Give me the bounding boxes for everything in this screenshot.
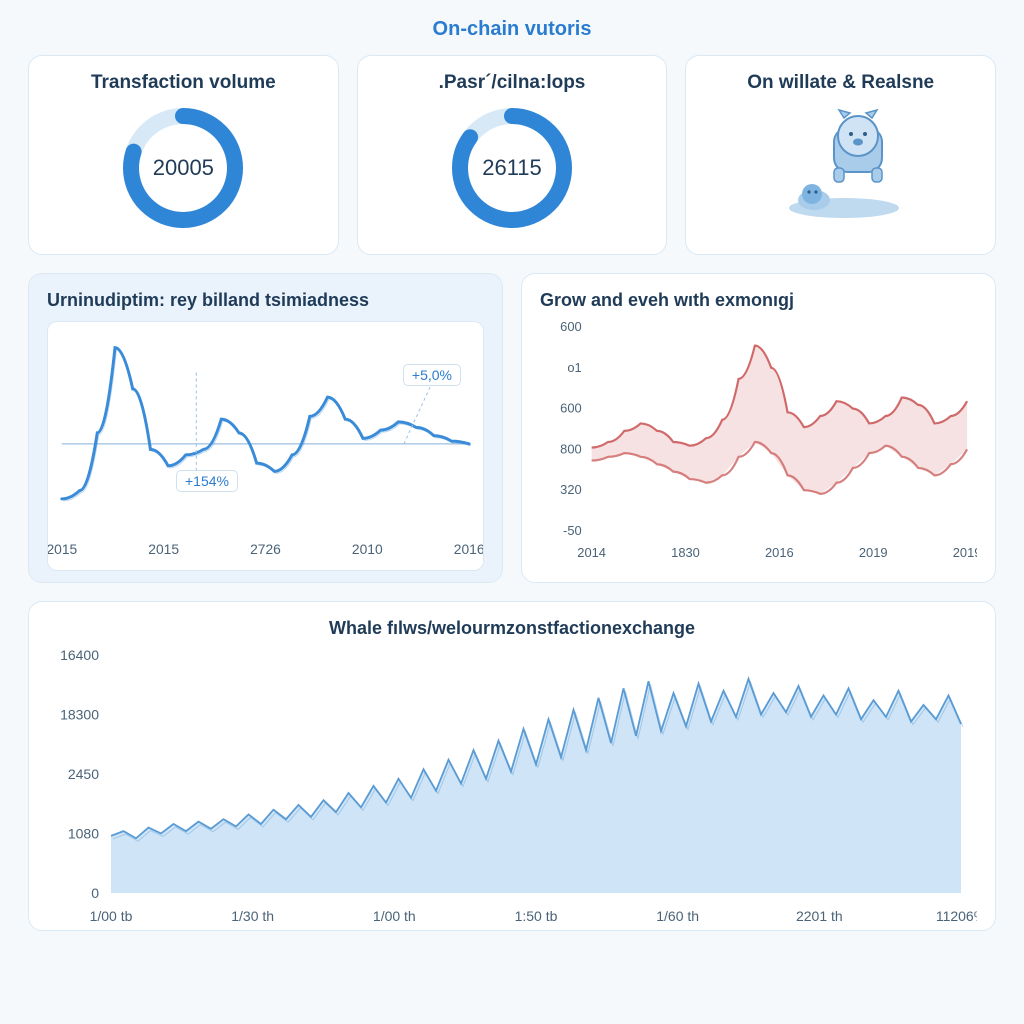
svg-text:600: 600 [560,401,582,416]
piggy-bank-icon [766,108,916,228]
kpi-row: Transfaction volume 20005 .Pasr´/cilna:l… [28,55,996,255]
kpi-card-2: .Pasr´/cilna:lops 26115 [357,55,668,255]
svg-text:2450: 2450 [68,766,99,782]
svg-text:-50: -50 [563,523,582,538]
svg-text:600: 600 [560,321,582,334]
callout-bottom: +154% [176,470,238,492]
donut-chart-1: 20005 [123,108,243,228]
svg-text:2019: 2019 [953,545,977,560]
svg-text:0: 0 [91,885,99,901]
bottom-card: Whale fılws/welourmzonstfactionexchange … [28,601,996,931]
svg-text:1/00 th: 1/00 th [373,908,416,924]
svg-text:11206%: 11206% [936,908,977,924]
donut-chart-2: 26115 [452,108,572,228]
svg-text:320: 320 [560,482,582,497]
svg-text:2016: 2016 [765,545,794,560]
svg-text:2726: 2726 [250,541,281,557]
svg-text:1/00 tb: 1/00 tb [90,908,133,924]
svg-text:1/60 th: 1/60 th [656,908,699,924]
mid-right-title: Grow and eveh wıth exmonıgj [540,290,977,311]
mid-right-chart: 600 o1 600 800 320 -50 2014 1830 2016 2019 2019 [540,321,977,571]
svg-text:1:50 tb: 1:50 tb [515,908,558,924]
mid-right-card: Grow and eveh wıth exmonıgj 600 o1 600 800 3… [521,273,996,583]
svg-text:1/30 th: 1/30 th [231,908,274,924]
page-title: On-chain vutoris [28,18,996,41]
kpi-title-2: .Pasr´/cilna:lops [439,72,586,94]
kpi-title-1: Transfaction volume [91,72,276,94]
bottom-chart: 16400 18300 2450 1080 0 1/00 tb 1/30 th 1/00 th… [47,645,977,935]
kpi-value-2: 26115 [452,108,572,228]
svg-text:16400: 16400 [60,647,99,663]
mid-row: Urninudiptim: rey billand tsimiadness 20… [28,273,996,583]
svg-text:2014: 2014 [577,545,606,560]
svg-text:2015: 2015 [148,541,179,557]
kpi-title-3: On willate & Realsne [747,72,934,94]
svg-text:1080: 1080 [68,826,99,842]
svg-text:1830: 1830 [671,545,700,560]
svg-text:2015: 2015 [48,541,78,557]
kpi-card-1: Transfaction volume 20005 [28,55,339,255]
svg-text:2019: 2019 [859,545,888,560]
mid-left-title: Urninudiptim: rey billand tsimiadness [47,290,484,311]
callout-top: +5,0% [403,364,461,386]
svg-text:18300: 18300 [60,707,99,723]
svg-text:o1: o1 [567,360,581,375]
kpi-card-3: On willate & Realsne [685,55,996,255]
kpi-value-1: 20005 [123,108,243,228]
svg-text:2016: 2016 [454,541,483,557]
mid-left-chart: 2015 2015 2726 2010 2016 +5,0% +154% [47,321,484,571]
svg-text:2010: 2010 [352,541,383,557]
svg-text:800: 800 [560,441,582,456]
svg-text:2201 th: 2201 th [796,908,843,924]
bottom-title: Whale fılws/welourmzonstfactionexchange [47,618,977,639]
mid-left-card: Urninudiptim: rey billand tsimiadness 20… [28,273,503,583]
